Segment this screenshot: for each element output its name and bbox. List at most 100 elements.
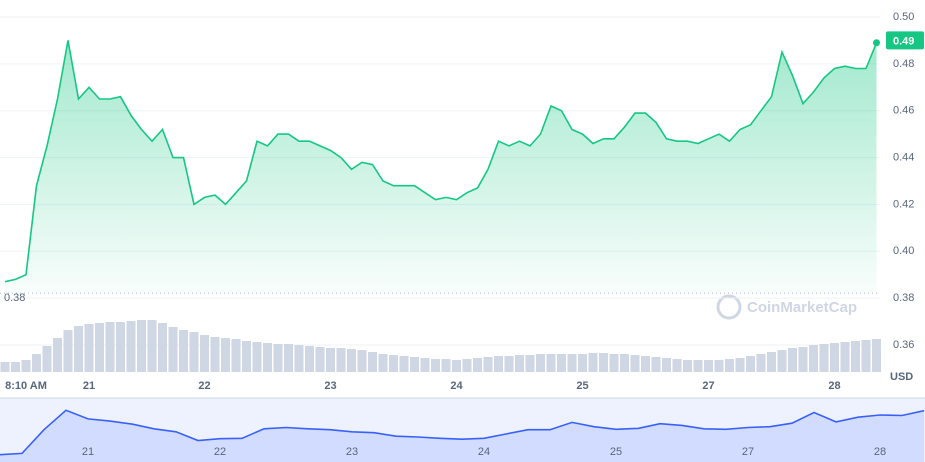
volume-bar [536,354,545,372]
volume-bar [74,326,83,372]
volume-bar [725,359,734,372]
volume-bar [641,356,650,372]
navigator-tick-label: 22 [214,446,226,458]
volume-bar [231,339,241,372]
volume-bar [788,348,797,372]
volume-bar [221,338,230,372]
y-tick-label: 0.40 [893,245,914,257]
volume-bar [326,348,335,372]
volume-bar [357,350,367,372]
volume-bar [819,344,829,372]
volume-bar [42,346,52,372]
x-tick-label: 23 [324,380,336,392]
volume-bar [179,330,188,372]
volume-bar [714,360,724,372]
volume-bar [21,360,31,372]
volume-bar [872,339,881,372]
volume-bar [168,327,178,372]
volume-bar [200,335,209,372]
area [5,40,877,293]
x-tick-label: 22 [198,380,210,392]
volume-bar [84,324,94,372]
volume-bar [756,354,766,372]
volume-bar [830,343,839,372]
y-tick-label: 0.48 [893,58,914,70]
volume-bar [452,360,461,372]
volume-bar [599,353,608,372]
volume-bar [147,320,157,372]
y-tick-label: 0.38 [893,292,914,304]
x-tick-label: 8:10 AM [5,380,47,392]
volume-bar [389,355,398,372]
volume-bar [483,357,493,372]
volume-bar [116,322,125,372]
volume-bar [63,330,73,372]
volume-bar [420,358,430,372]
navigator-tick-label: 25 [610,446,622,458]
volume-bar [473,358,482,372]
volume-bar [767,352,776,372]
volume-bar [662,358,671,372]
volume-bar [378,354,388,372]
volume-bar [557,354,566,372]
y-tick-label: 0.46 [893,105,914,117]
navigator-tick-label: 27 [742,446,754,458]
volume-bar [126,321,136,372]
volume-bar [431,359,440,372]
reference-label: 0.38 [4,292,25,304]
navigator-tick-label: 21 [82,446,94,458]
y-tick-label: 0.44 [893,151,914,163]
watermark-text: CoinMarketCap [747,299,857,316]
volume-bar [368,352,377,372]
x-tick-label: 28 [828,380,840,392]
volume-bar [746,356,755,372]
volume-bar [672,359,682,372]
volume-bar [798,347,808,372]
line [4,40,878,283]
x-tick-label: 21 [83,380,95,392]
volume-bar [189,332,199,372]
volume-bar [851,341,860,372]
watermark-logo [716,294,742,320]
volume-bar [651,357,661,372]
volume-bar [32,354,41,372]
navigator-tick-label: 24 [478,446,490,458]
volume-bar [263,343,272,372]
volume-bar [441,359,451,372]
x-tick-label: 24 [450,380,463,392]
navigator-tick-label: 23 [346,446,358,458]
volume-bar [777,350,787,372]
volume-bar [273,344,283,372]
volume-bar [410,357,419,372]
price-badge [886,31,924,50]
volume-bar [252,342,262,372]
y-unit: USD [890,371,913,383]
volume-bar [620,354,629,372]
area [0,410,924,462]
volume-bar [158,323,167,372]
volume-bar [840,342,850,372]
volume-bar [11,362,20,372]
volume-bar [578,354,587,372]
volume-bar [861,340,871,372]
volume-bar [588,353,598,372]
volume-bar [693,360,703,372]
price-badge-label: 0.49 [893,35,914,47]
volume-bar [515,355,524,372]
navigator-tick-label: 28 [874,446,886,458]
last-point [873,39,880,47]
volume-bar [305,346,314,372]
y-tick-label: 0.36 [893,339,914,351]
volume-bar [809,345,818,372]
volume-bar [704,360,713,372]
volume-bar [95,323,104,372]
volume-bar [137,320,146,372]
volume-bar [546,354,556,372]
y-tick-label: 0.50 [893,11,914,23]
volume-bar [462,359,472,372]
volume-bar [315,347,325,372]
x-tick-label: 25 [576,380,588,392]
line [0,409,925,456]
volume-bar [735,358,745,372]
